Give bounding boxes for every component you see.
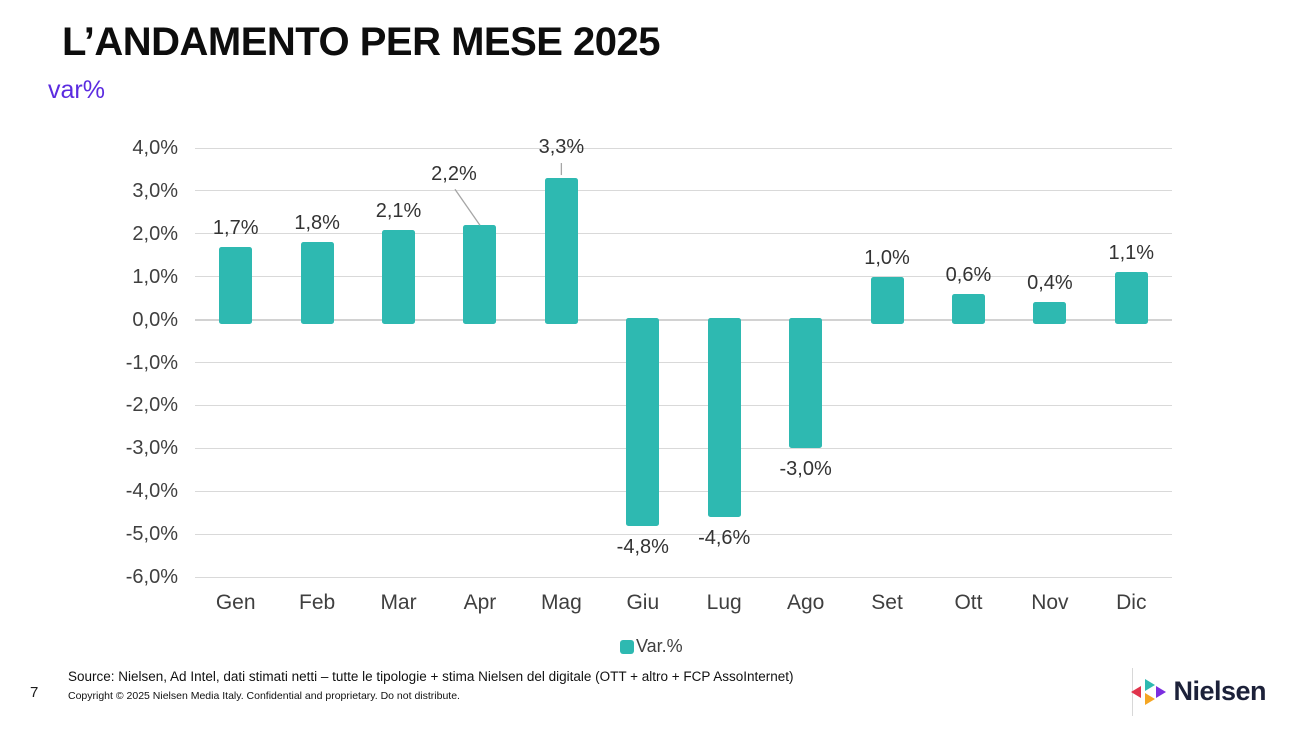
y-axis-tick-label: 4,0% (132, 137, 178, 159)
bar-value-label: 2,2% (431, 163, 477, 186)
bar-dic (1114, 272, 1148, 324)
gridline (195, 533, 1172, 535)
gridline (195, 404, 1172, 406)
x-axis-label-lug: Lug (706, 591, 742, 614)
x-axis-label-mar: Mar (380, 591, 417, 614)
y-axis-tick-label: -6,0% (125, 566, 178, 588)
bar-value-label: 0,4% (1027, 272, 1073, 295)
gridline (195, 576, 1172, 578)
bar-feb (300, 242, 334, 324)
gridline (195, 318, 1172, 321)
legend-swatch (620, 639, 634, 654)
x-axis-label-set: Set (871, 591, 903, 614)
y-axis-tick-label: 1,0% (132, 265, 178, 288)
gridline (195, 362, 1172, 363)
bar-value-label: -3,0% (779, 458, 832, 481)
bar-set (870, 276, 904, 324)
bar-value-label: 0,6% (945, 263, 992, 286)
x-axis-label-gen: Gen (215, 591, 256, 614)
bar-value-label: 1,8% (294, 212, 340, 235)
logo-triangle-purple (1156, 685, 1167, 698)
bar-giu (626, 317, 660, 526)
logo-triangle-teal (1145, 678, 1156, 691)
logo-triangle-orange (1145, 692, 1156, 705)
source-note: Source: Nielsen, Ad Intel, dati stimati … (68, 669, 794, 684)
nielsen-logo: Nielsen (1130, 676, 1266, 707)
y-axis-tick-label: 2,0% (132, 222, 178, 245)
bar-value-label: 1,0% (864, 246, 910, 269)
bar-value-label: -4,8% (616, 535, 669, 558)
x-axis-label-feb: Feb (299, 591, 336, 614)
y-axis-tick-label: -4,0% (125, 480, 178, 503)
bar-value-label: 2,1% (375, 199, 422, 222)
nielsen-logo-text: Nielsen (1173, 676, 1266, 706)
bar-mag (544, 178, 578, 324)
gridline (195, 490, 1172, 492)
page-number: 7 (30, 684, 39, 701)
nielsen-logo-icon (1130, 677, 1167, 707)
y-axis-tick-label: 0,0% (132, 308, 178, 331)
bar-mar (382, 229, 416, 324)
bar-apr (463, 225, 497, 324)
gridline (195, 147, 1172, 149)
gridline (195, 190, 1172, 192)
gridline (195, 276, 1172, 278)
chart-legend: Var.% (620, 636, 683, 657)
x-axis-label-giu: Giu (626, 591, 660, 614)
bar-value-label: 3,3% (538, 136, 585, 159)
bar-value-label: 1,1% (1108, 242, 1155, 265)
y-axis-tick-label: -5,0% (125, 523, 178, 546)
x-axis-label-ago: Ago (786, 591, 825, 614)
y-axis-tick-label: 3,0% (132, 179, 178, 202)
y-axis-tick-label: -3,0% (125, 437, 178, 460)
x-axis-label-mag: Mag (540, 591, 582, 614)
x-axis-label-dic: Dic (1116, 591, 1147, 614)
y-axis-tick-label: -2,0% (125, 394, 178, 417)
bar-gen (219, 246, 253, 324)
gridline (195, 233, 1172, 235)
legend-label: Var.% (636, 636, 683, 656)
bar-ott (951, 293, 985, 324)
bar-ago (789, 317, 823, 449)
logo-triangle-red (1131, 685, 1142, 698)
bar-value-label: 1,7% (212, 216, 259, 239)
x-axis-label-apr: Apr (463, 591, 497, 614)
chart-subtitle: var% (48, 76, 105, 104)
bar-lug (707, 317, 741, 517)
bar-value-label: -4,6% (698, 526, 751, 549)
x-axis-label-ott: Ott (954, 591, 983, 614)
gridline (195, 447, 1172, 449)
page-title: L’ANDAMENTO PER MESE 2025 (62, 20, 661, 64)
copyright-note: Copyright © 2025 Nielsen Media Italy. Co… (68, 690, 460, 702)
x-axis-label-nov: Nov (1031, 591, 1069, 614)
y-axis-tick-label: -1,0% (125, 351, 178, 374)
bar-nov (1033, 302, 1067, 324)
